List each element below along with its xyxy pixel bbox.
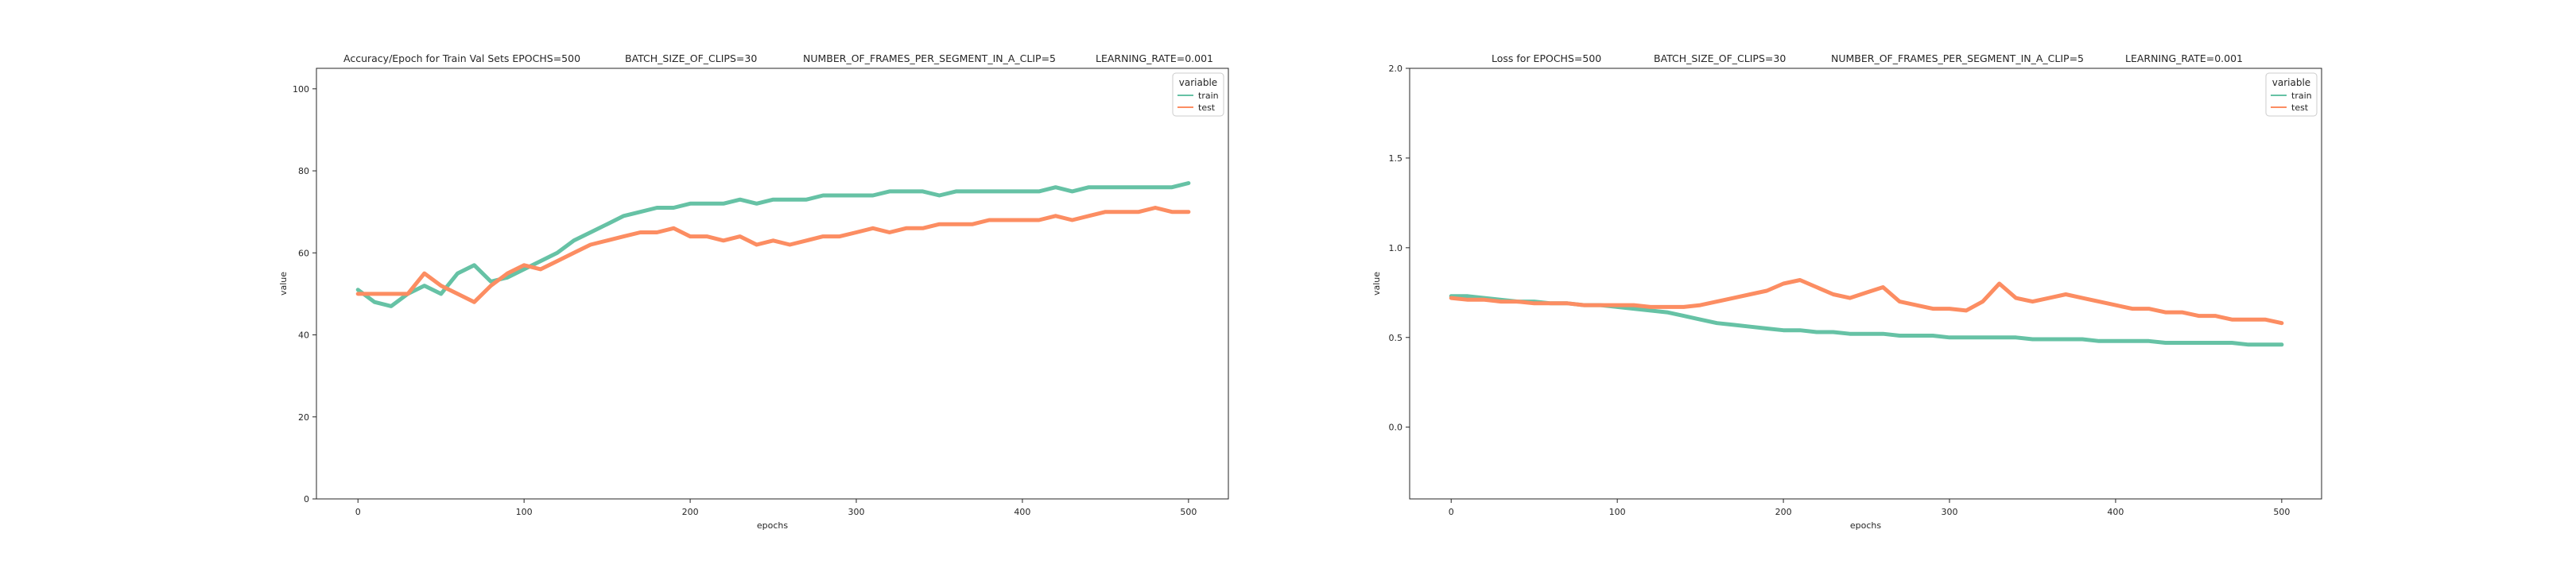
y-tick-label: 20 [298, 412, 309, 423]
chart-title-part: BATCH_SIZE_OF_CLIPS=30 [625, 52, 757, 64]
x-tick-label: 400 [2107, 507, 2124, 517]
legend-label-train: train [1198, 91, 1219, 101]
chart-1: Accuracy/Epoch for Train Val Sets EPOCHS… [278, 52, 1229, 531]
x-tick-label: 0 [1449, 507, 1454, 517]
y-tick-label: 1.0 [1389, 243, 1403, 253]
y-tick-label: 0 [304, 494, 309, 504]
series-line-train [355, 181, 1191, 308]
series-line-test [355, 206, 1191, 304]
chart-title-part: Accuracy/Epoch for Train Val Sets EPOCHS… [343, 52, 580, 64]
y-axis-label: value [278, 272, 289, 296]
x-tick-label: 500 [2273, 507, 2290, 517]
legend-label-test: test [2291, 102, 2309, 113]
x-tick-label: 500 [1180, 507, 1197, 517]
chart-title-part: BATCH_SIZE_OF_CLIPS=30 [1654, 52, 1786, 64]
x-tick-label: 100 [516, 507, 533, 517]
chart-title-part: LEARNING_RATE=0.001 [2125, 52, 2243, 64]
chart-title-part: LEARNING_RATE=0.001 [1096, 52, 1213, 64]
x-tick-label: 0 [355, 507, 361, 517]
y-tick-label: 0.0 [1389, 423, 1403, 433]
legend-title: variable [1179, 77, 1217, 88]
series-line-test [1449, 278, 2284, 326]
x-tick-label: 200 [682, 507, 699, 517]
legend-label-train: train [2291, 91, 2312, 101]
legend-label-test: test [1198, 102, 1216, 113]
plot-frame [1409, 68, 2322, 500]
chart-title-part: NUMBER_OF_FRAMES_PER_SEGMENT_IN_A_CLIP=5 [1831, 52, 2084, 64]
chart-title-part: Loss for EPOCHS=500 [1492, 52, 1601, 64]
y-tick-label: 80 [298, 166, 309, 176]
x-tick-label: 400 [1014, 507, 1030, 517]
y-tick-label: 40 [298, 330, 309, 341]
legend-box [2265, 72, 2318, 117]
legend-title: variable [2272, 77, 2310, 88]
x-axis-label: epochs [1850, 520, 1881, 531]
y-tick-label: 100 [293, 84, 309, 95]
y-tick-label: 60 [298, 248, 309, 258]
chart-title-part: NUMBER_OF_FRAMES_PER_SEGMENT_IN_A_CLIP=5 [803, 52, 1056, 64]
y-tick-label: 2.0 [1389, 64, 1403, 74]
chart-2: Loss for EPOCHS=500 BATCH_SIZE_OF_CLIPS=3… [1371, 52, 2322, 531]
y-tick-label: 1.5 [1389, 153, 1403, 164]
x-tick-label: 300 [1942, 507, 1958, 517]
plot-frame [316, 68, 1229, 500]
y-axis-label: value [1371, 272, 1382, 296]
legend-box [1172, 72, 1224, 117]
y-tick-label: 0.5 [1389, 333, 1403, 343]
x-tick-label: 100 [1609, 507, 1626, 517]
x-tick-label: 200 [1775, 507, 1792, 517]
x-axis-label: epochs [757, 520, 788, 531]
x-tick-label: 300 [848, 507, 865, 517]
